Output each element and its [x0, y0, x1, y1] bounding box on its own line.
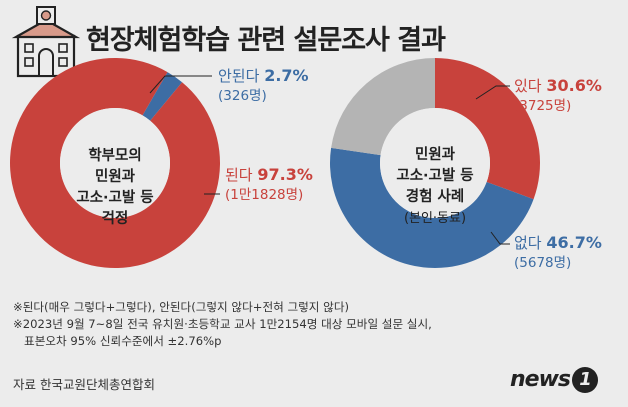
slice-name: 있다 — [514, 77, 542, 95]
slice-pct: 30.6% — [546, 76, 602, 95]
donut2-slice-0 — [435, 58, 541, 200]
slice-label-andoenda: 안된다 2.7% (326명) — [218, 66, 309, 106]
footnotes: ※된다(매우 그렇다+그렇다), 안된다(그렇지 않다+전혀 그렇지 않다) ※… — [13, 299, 432, 350]
donut2-center-label: 민원과 고소·고발 등 경험 사례 (본인·동료) — [375, 145, 495, 229]
logo-number: 1 — [572, 367, 599, 393]
slice-pct: 97.3% — [257, 165, 313, 184]
center-sub-line: (본인·동료) — [403, 211, 467, 226]
slice-pct: 2.7% — [264, 66, 309, 85]
slice-name: 없다 — [514, 234, 542, 252]
center-line: 고소·고발 등 — [76, 190, 154, 206]
slice-count: (5678명) — [514, 255, 572, 271]
slice-label-doenda: 된다 97.3% (1만1828명) — [225, 165, 313, 205]
leader-lines — [149, 75, 510, 245]
center-line: 걱정 — [101, 211, 129, 227]
center-line: 고소·고발 등 — [396, 168, 474, 184]
news1-logo: news 1 — [510, 367, 599, 393]
school-icon — [11, 6, 81, 78]
donut1-slice-1 — [9, 57, 220, 268]
donut1-slice-0 — [142, 72, 183, 121]
center-line: 민원과 — [94, 169, 136, 185]
slice-label-eopda: 없다 46.7% (5678명) — [514, 233, 602, 273]
center-line: 민원과 — [414, 147, 456, 163]
slice-count: (3725명) — [514, 98, 572, 114]
source-credit: 자료 한국교원단체총연합회 — [13, 377, 155, 392]
slice-name: 된다 — [225, 166, 253, 184]
logo-text: news — [510, 367, 571, 392]
center-line: 경험 사례 — [405, 189, 465, 205]
donut2-slice-1 — [330, 147, 534, 269]
slice-pct: 46.7% — [546, 233, 602, 252]
donut1-center-label: 학부모의 민원과 고소·고발 등 걱정 — [55, 146, 175, 230]
slice-label-itda: 있다 30.6% (3725명) — [514, 76, 602, 116]
page-title: 현장체험학습 관련 설문조사 결과 — [86, 25, 446, 56]
footnote: 표본오차 95% 신뢰수준에서 ±2.76%p — [13, 334, 222, 348]
slice-count: (326명) — [218, 88, 267, 104]
slice-name: 안된다 — [218, 67, 260, 85]
donut1-hole — [60, 108, 170, 218]
footnote: ※된다(매우 그렇다+그렇다), 안된다(그렇지 않다+전혀 그렇지 않다) — [13, 300, 350, 314]
slice-count: (1만1828명) — [225, 187, 304, 203]
donut2-slice-2 — [331, 58, 435, 156]
donut2-hole — [380, 108, 490, 218]
center-line: 학부모의 — [88, 148, 142, 164]
footnote: ※2023년 9월 7~8일 전국 유치원·초등학교 교사 1만2154명 대상… — [13, 317, 432, 331]
